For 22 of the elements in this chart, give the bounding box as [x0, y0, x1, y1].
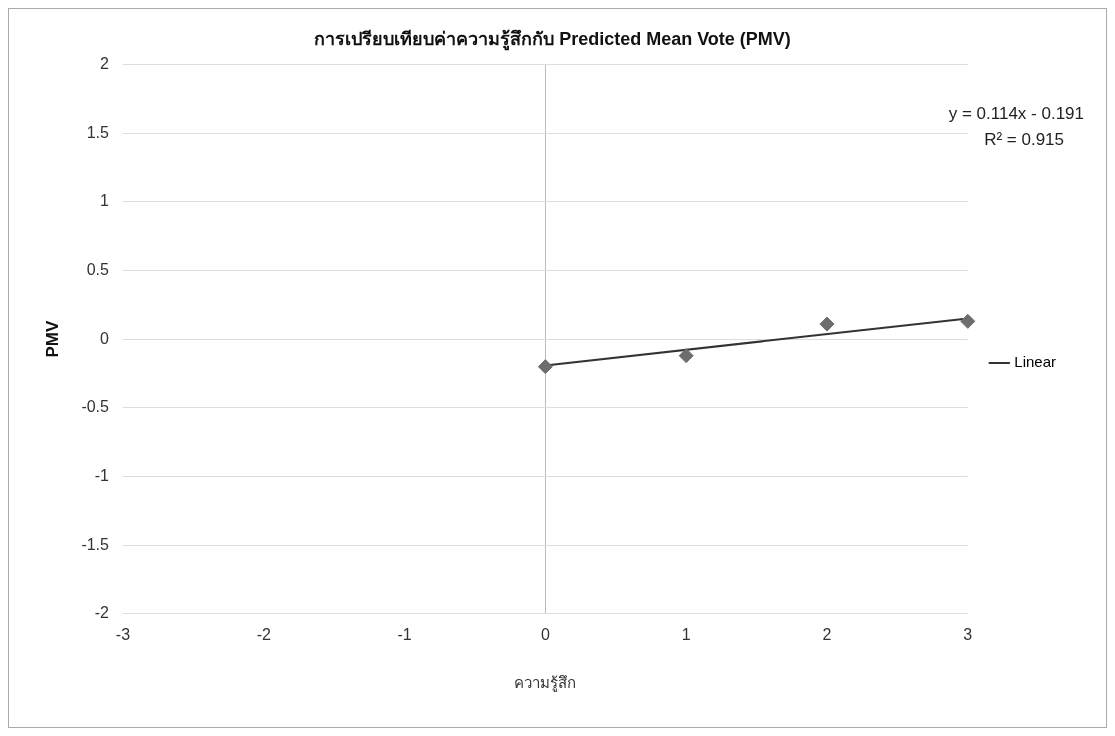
x-tick-label: -3 [115, 625, 131, 643]
x-tick-label: 1 [681, 625, 691, 643]
x-tick-label: 0 [540, 625, 550, 643]
legend-label: Linear [1014, 353, 1057, 371]
annotation: y = 0.114x - 0.191 [948, 104, 1084, 123]
x-tick-label: 3 [963, 625, 973, 643]
y-tick-label: 1 [100, 192, 110, 210]
y-tick-label: 0 [100, 329, 110, 347]
y-tick-label: 0.5 [86, 260, 110, 278]
x-axis-title: ความรู้สึก [514, 674, 577, 693]
y-tick-label: -0.5 [81, 398, 110, 416]
y-tick-label: -1 [94, 466, 110, 484]
y-tick-label: -1.5 [81, 535, 110, 553]
text: R² = 0.915 [984, 130, 1064, 149]
y-axis-title: PMV [42, 320, 62, 358]
y-tick-label: -2 [94, 604, 110, 622]
x-tick-label: -1 [397, 625, 412, 643]
chart-title: การเปรียบเทียบค่าความรู้สึกกับ Predicted Mean Vote (PMV) [314, 28, 791, 51]
x-tick-label: -2 [256, 625, 271, 643]
y-tick-label: 1.5 [86, 123, 110, 141]
x-tick-label: 2 [822, 625, 832, 643]
y-tick-label: 2 [100, 55, 110, 73]
